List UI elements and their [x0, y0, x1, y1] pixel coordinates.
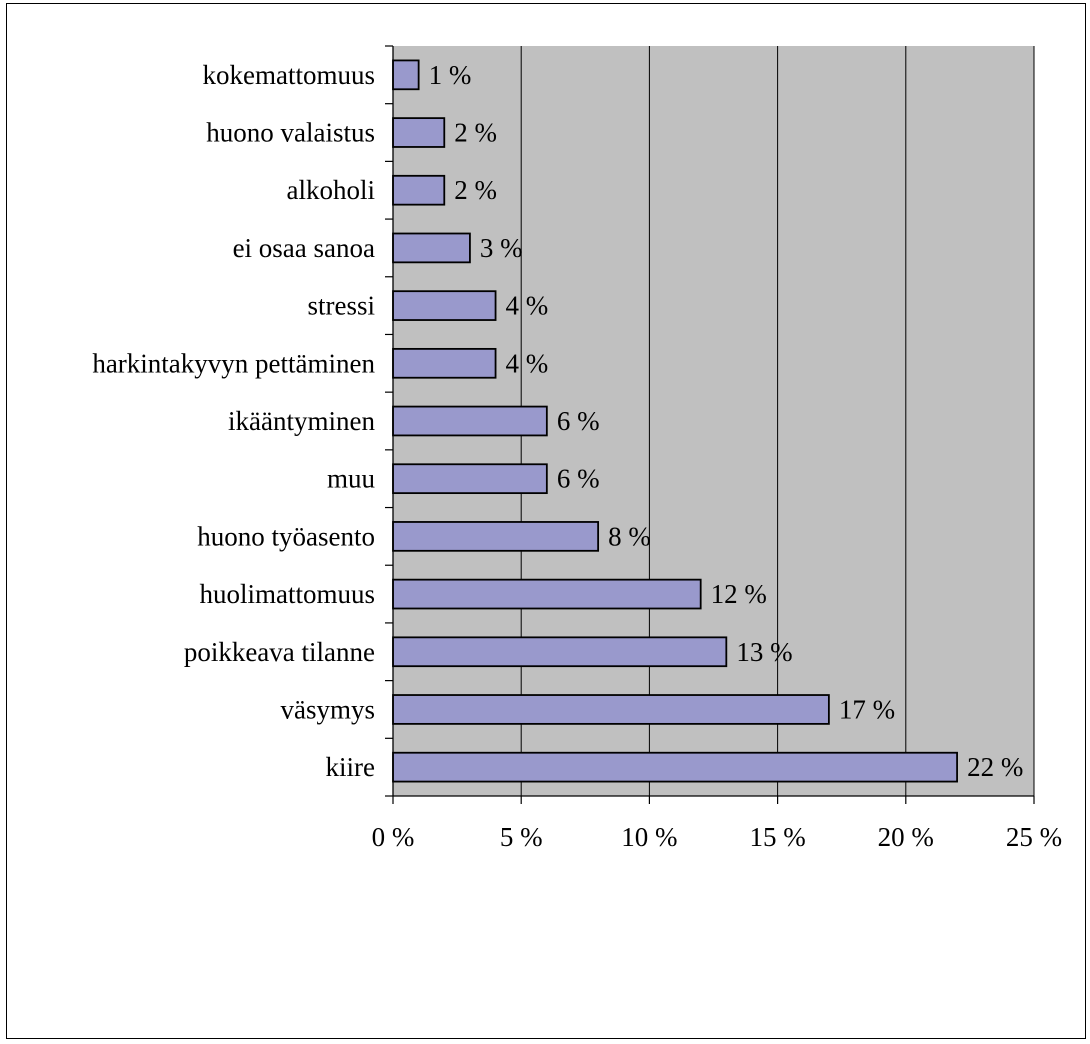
bar [392, 347, 497, 379]
bar [392, 636, 728, 668]
category-label: huono valaistus [206, 118, 375, 148]
category-label: kiire [326, 752, 375, 782]
axes [385, 45, 1035, 804]
bar [392, 521, 600, 552]
bar [392, 174, 446, 206]
category-label: huolimattomuus [200, 579, 376, 609]
category-label: alkoholi [287, 175, 376, 205]
bar [392, 117, 446, 148]
x-tick-label: 25 % [1006, 822, 1062, 852]
data-label: 2 % [454, 118, 497, 148]
bar [392, 578, 702, 610]
category-label: kokemattomuus [203, 60, 375, 90]
data-label: 22 % [967, 752, 1023, 782]
category-label: muu [327, 464, 376, 494]
data-label: 4 % [506, 348, 549, 378]
category-label: ei osaa sanoa [233, 233, 375, 263]
bar [392, 290, 497, 321]
data-label: 3 % [480, 233, 523, 263]
category-label: stressi [308, 291, 376, 321]
category-label: väsymys [281, 694, 376, 724]
category-label: poikkeava tilanne [184, 637, 375, 667]
gridlines [520, 46, 1035, 796]
category-label: huono työasento [197, 521, 375, 551]
data-label: 4 % [506, 291, 549, 321]
data-label: 2 % [454, 175, 497, 205]
category-label: harkintakyvyn pettäminen [92, 348, 375, 378]
x-tick-label: 15 % [749, 822, 805, 852]
bar [392, 463, 548, 495]
x-tick-label: 5 % [500, 822, 543, 852]
bar [392, 59, 420, 91]
category-label: ikääntyminen [228, 406, 375, 436]
data-label: 13 % [736, 637, 792, 667]
bar [392, 405, 548, 437]
x-tick-label: 0 % [372, 822, 415, 852]
labels: 0 % 5 % 10 % 15 % 20 % 25 % kiire 22 % väsymys 17… [92, 60, 1062, 852]
data-label: 12 % [711, 579, 767, 609]
bar [392, 751, 958, 783]
bar-chart: 0 % 5 % 10 % 15 % 20 % 25 % kiire 22 % väsymys 17… [92, 45, 1062, 852]
bar [392, 232, 471, 264]
x-tick-label: 10 % [621, 822, 677, 852]
chart-frame: 0 % 5 % 10 % 15 % 20 % 25 % kiire 22 % väsymys 17… [6, 3, 1086, 1039]
data-label: 1 % [429, 60, 472, 90]
data-label: 17 % [839, 694, 895, 724]
data-label: 8 % [608, 521, 651, 551]
bar [392, 694, 830, 725]
data-label: 6 % [557, 464, 600, 494]
x-tick-label: 20 % [878, 822, 934, 852]
data-label: 6 % [557, 406, 600, 436]
